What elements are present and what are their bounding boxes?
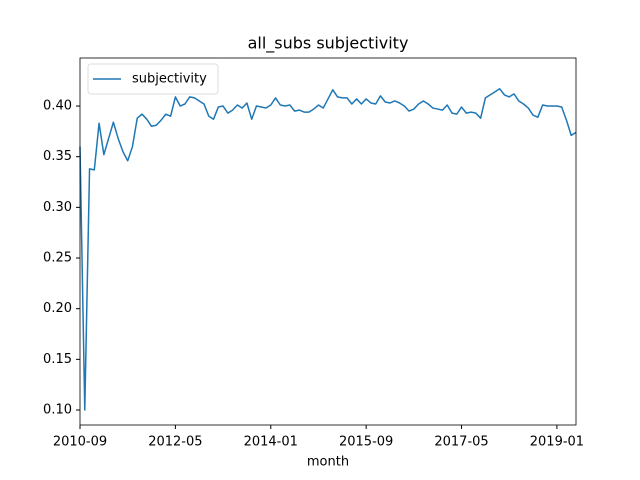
y-tick-label: 0.10 <box>43 403 72 418</box>
y-tick-label: 0.15 <box>43 352 72 367</box>
chart-title: all_subs subjectivity <box>248 34 409 54</box>
y-tick-label: 0.35 <box>43 149 72 164</box>
x-axis-label: month <box>307 455 349 470</box>
axes-frame <box>79 57 577 426</box>
y-tick-label: 0.20 <box>43 301 72 316</box>
y-tick-label: 0.30 <box>43 200 72 215</box>
data-line <box>79 88 577 411</box>
legend-label: subjectivity <box>132 72 207 87</box>
x-tick-label: 2015-09 <box>339 435 393 450</box>
x-tick-label: 2017-05 <box>434 435 488 450</box>
x-tick-label: 2012-05 <box>148 435 202 450</box>
x-tick-label: 2019-01 <box>530 435 584 450</box>
x-tick-label: 2010-09 <box>53 435 107 450</box>
x-tick-label: 2014-01 <box>244 435 298 450</box>
y-tick-label: 0.25 <box>43 251 72 266</box>
y-tick-label: 0.40 <box>43 99 72 114</box>
legend-box <box>87 63 219 95</box>
